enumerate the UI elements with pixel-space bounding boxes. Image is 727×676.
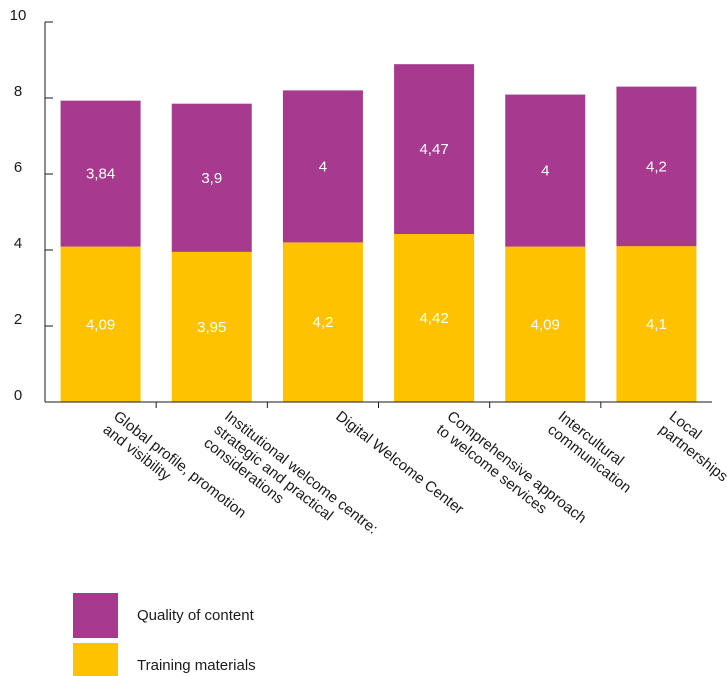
category-label-5: Localpartnerships	[655, 408, 727, 486]
bar-training-4	[505, 246, 586, 402]
data-label-training-5: 4,1	[646, 316, 667, 333]
bar-training-0	[60, 246, 141, 402]
y-tick-label-0: 0	[14, 387, 22, 404]
legend-swatch-training	[73, 643, 118, 676]
data-label-training-0: 4,09	[86, 316, 115, 333]
data-label-quality-4: 4	[541, 163, 549, 180]
bar-quality-3	[394, 64, 475, 235]
bar-quality-1	[171, 103, 252, 252]
legend-label-quality: Quality of content	[137, 607, 255, 624]
bar-quality-0	[60, 100, 141, 247]
data-label-training-3: 4,42	[419, 310, 448, 327]
y-tick-label-2: 4	[14, 235, 22, 252]
data-label-quality-5: 4,2	[646, 158, 667, 175]
bar-training-1	[171, 251, 252, 402]
data-label-training-4: 4,09	[531, 316, 560, 333]
y-tick-label-3: 6	[14, 159, 22, 176]
bar-training-2	[282, 242, 363, 402]
y-tick-label-4: 8	[14, 83, 22, 100]
y-tick-label-5: 10	[10, 7, 27, 24]
legend: Quality of content Training materials	[73, 593, 256, 676]
bars-layer	[60, 64, 697, 402]
data-label-quality-3: 4,47	[419, 141, 448, 158]
data-label-quality-2: 4	[319, 158, 327, 175]
data-label-quality-0: 3,84	[86, 166, 115, 183]
legend-swatch-quality	[73, 593, 118, 638]
bar-quality-2	[282, 90, 363, 243]
bar-training-3	[394, 234, 475, 402]
axes-layer: 0 2 4 6 8 10	[10, 7, 712, 408]
data-label-quality-1: 3,9	[201, 170, 222, 187]
legend-label-training: Training materials	[137, 657, 256, 674]
bar-training-5	[616, 246, 697, 402]
data-label-training-1: 3,95	[197, 319, 226, 336]
category-label-4: Interculturalcommunication	[544, 408, 644, 497]
bar-quality-4	[505, 94, 586, 247]
y-tick-label-1: 2	[14, 311, 22, 328]
data-label-training-2: 4,2	[312, 314, 333, 331]
bar-quality-5	[616, 86, 697, 247]
